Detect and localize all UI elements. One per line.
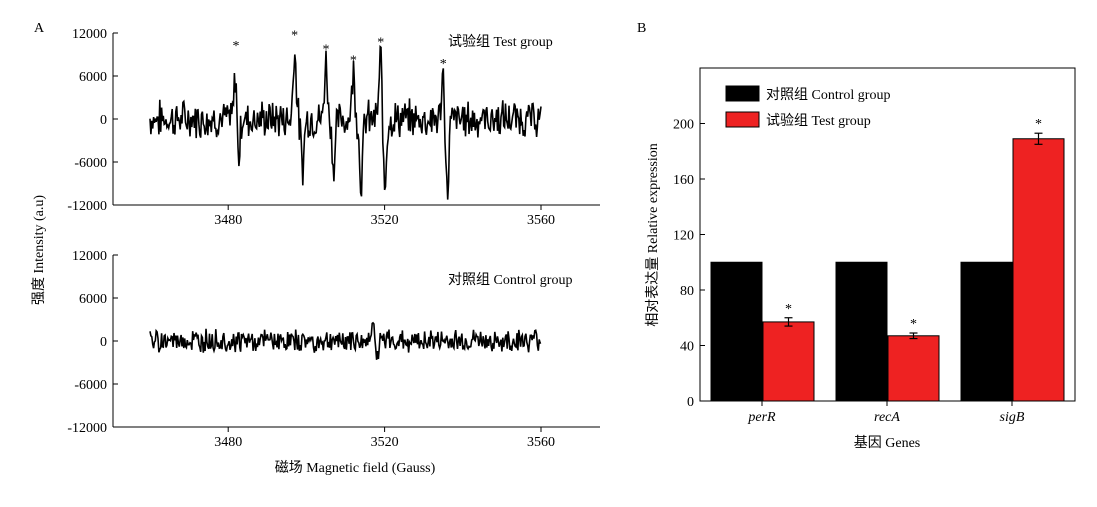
legend-label-test: 试验组 Test group [766, 113, 871, 129]
control-y-tick-label: 0 [100, 335, 107, 350]
bar-sigB-test [1012, 138, 1065, 402]
panel-b-y-tick-label: 0 [687, 395, 694, 410]
control-y-tick-label: -6000 [74, 378, 107, 393]
panel-b-y-tick-label: 120 [673, 229, 694, 244]
panel-b-y-tick-label: 80 [680, 284, 694, 299]
peak-star-marker: * [350, 53, 357, 68]
panel-b-x-label: 基因 Genes [854, 434, 921, 451]
panel-b-y-ticks: 0 40 80 120 160 200 [673, 118, 705, 410]
test-y-tick-label: -6000 [74, 156, 107, 171]
test-x-ticks: 3480 3520 3560 [214, 205, 555, 228]
control-group-label: 对照组 Control group [448, 272, 572, 288]
panel-b-bars: * * * [710, 117, 1065, 402]
gene-label-perR: perR [747, 410, 776, 425]
test-x-tick-label: 3520 [371, 213, 399, 228]
control-y-tick-label: 6000 [79, 292, 107, 307]
legend-swatch-test [725, 111, 760, 128]
gene-label-recA: recA [874, 410, 900, 425]
test-y-ticks: 12000 6000 0 -6000 -12000 [67, 27, 118, 214]
test-y-tick-label: 0 [100, 113, 107, 128]
test-y-tick-label: 6000 [79, 70, 107, 85]
panel-a-control-subplot: 12000 6000 0 -6000 -12000 3480 3520 3560 对照组 C… [67, 249, 600, 450]
panel-b-letter: B [637, 21, 646, 36]
legend-swatch-control [725, 85, 760, 102]
peak-star-marker: * [291, 28, 298, 43]
peak-star-marker: * [322, 43, 329, 58]
significance-star: * [785, 302, 792, 317]
control-x-tick-label: 3560 [527, 435, 555, 450]
test-group-label: 试验组 Test group [448, 34, 553, 50]
test-x-tick-label: 3480 [214, 213, 242, 228]
peak-star-marker: * [377, 36, 384, 51]
bar-sigB-control [960, 261, 1013, 402]
bar-perR-control [710, 261, 763, 402]
control-x-tick-label: 3520 [371, 435, 399, 450]
significance-star: * [910, 317, 917, 332]
test-y-tick-label: -12000 [67, 199, 107, 214]
control-y-ticks: 12000 6000 0 -6000 -12000 [67, 249, 118, 436]
bar-perR-test [762, 321, 815, 402]
panel-b-legend: 对照组 Control group 试验组 Test group [725, 85, 890, 129]
panel-a-letter: A [34, 21, 45, 36]
control-y-tick-label: -12000 [67, 421, 107, 436]
gene-label-sigB: sigB [1000, 410, 1025, 425]
control-y-tick-label: 12000 [72, 249, 107, 264]
legend-label-control: 对照组 Control group [766, 87, 890, 103]
panel-a-x-label: 磁场 Magnetic field (Gauss) [275, 460, 436, 476]
panel-b-x-tick-labels: perR recA sigB [747, 401, 1025, 425]
panel-b: B 0 40 80 120 160 200 * * * perR recA sigB 对照组 Co… [637, 21, 1076, 451]
bar-recA-control [835, 261, 888, 402]
panel-b-y-tick-label: 40 [680, 340, 694, 355]
test-y-tick-label: 12000 [72, 27, 107, 42]
peak-star-marker: * [233, 39, 240, 54]
test-spectrum-line [149, 44, 542, 200]
bar-recA-test [887, 335, 940, 402]
panel-b-y-label: 相对表达量 Relative expression [645, 143, 661, 327]
control-x-tick-label: 3480 [214, 435, 242, 450]
test-x-tick-label: 3560 [527, 213, 555, 228]
control-x-ticks: 3480 3520 3560 [214, 427, 555, 450]
peak-star-marker: * [440, 57, 447, 72]
test-peak-markers: * * * * * * [233, 28, 447, 72]
panel-b-y-tick-label: 200 [673, 118, 694, 133]
significance-star: * [1035, 117, 1042, 132]
panel-b-y-tick-label: 160 [673, 173, 694, 188]
control-spectrum-line [149, 321, 542, 360]
panel-a-y-label: 强度 Intensity (a.u) [31, 195, 47, 305]
